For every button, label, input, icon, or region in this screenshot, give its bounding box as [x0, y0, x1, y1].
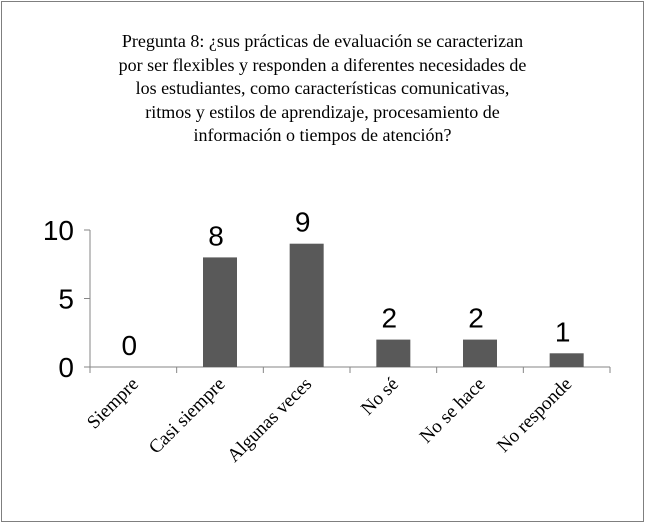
- data-label: 1: [555, 316, 571, 347]
- chart-title: Pregunta 8: ¿sus prácticas de evaluación…: [60, 30, 585, 148]
- chart-title-line: ritmos y estilos de aprendizaje, procesa…: [145, 101, 500, 122]
- chart-title-line: por ser flexibles y responden a diferent…: [118, 54, 527, 75]
- y-tick-label: 10: [43, 215, 74, 246]
- chart-title-line: información o tiempos de atención?: [193, 125, 452, 145]
- bar: [376, 339, 411, 367]
- x-tick-label: Algunas veces: [223, 374, 316, 467]
- data-label: 8: [208, 220, 224, 251]
- data-label: 9: [295, 207, 311, 238]
- x-tick-label: No se hace: [416, 374, 490, 448]
- data-label: 0: [122, 330, 138, 361]
- x-tick-label: No responde: [493, 374, 576, 457]
- x-tick-label: Casi siempre: [145, 374, 230, 459]
- y-tick-label: 5: [58, 284, 74, 315]
- data-label: 2: [468, 303, 484, 334]
- data-label: 2: [382, 303, 398, 334]
- bar: [549, 353, 584, 367]
- x-tick-label: Siempre: [83, 374, 143, 434]
- chart-title-line: Pregunta 8: ¿sus prácticas de evaluación…: [121, 31, 524, 51]
- y-tick-label: 0: [58, 352, 74, 383]
- bar: [289, 243, 324, 367]
- bar: [203, 257, 237, 367]
- bar: [463, 339, 497, 367]
- x-tick-label: No sé: [357, 374, 403, 420]
- chart-title-line: los estudiantes, como características co…: [135, 78, 510, 98]
